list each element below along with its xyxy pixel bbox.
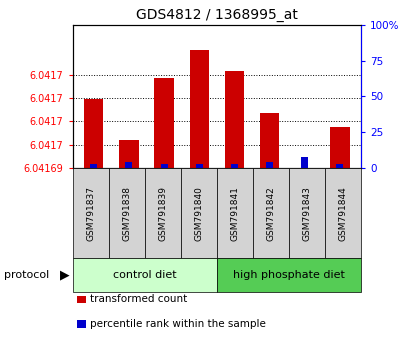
- Text: GSM791838: GSM791838: [122, 186, 131, 241]
- Bar: [260, 113, 279, 168]
- Bar: [196, 164, 203, 168]
- Title: GDS4812 / 1368995_at: GDS4812 / 1368995_at: [136, 8, 298, 22]
- Text: control diet: control diet: [113, 270, 176, 280]
- Text: GSM791842: GSM791842: [266, 186, 276, 241]
- Text: GSM791843: GSM791843: [303, 186, 312, 241]
- Bar: [190, 50, 209, 168]
- Text: high phosphate diet: high phosphate diet: [233, 270, 345, 280]
- Bar: [266, 162, 273, 168]
- Bar: [119, 141, 139, 168]
- Text: ▶: ▶: [59, 269, 69, 282]
- Text: GSM791839: GSM791839: [158, 186, 167, 241]
- Bar: [301, 157, 308, 168]
- Bar: [90, 164, 97, 168]
- Bar: [337, 164, 344, 168]
- Text: percentile rank within the sample: percentile rank within the sample: [90, 319, 266, 329]
- Text: transformed count: transformed count: [90, 295, 187, 304]
- Text: protocol: protocol: [4, 270, 49, 280]
- Bar: [154, 78, 174, 168]
- Bar: [330, 127, 349, 168]
- Bar: [225, 71, 244, 168]
- Bar: [84, 99, 103, 168]
- Text: GSM791841: GSM791841: [230, 186, 239, 241]
- Text: GSM791837: GSM791837: [86, 186, 95, 241]
- Text: GSM791840: GSM791840: [194, 186, 203, 241]
- Text: GSM791844: GSM791844: [339, 186, 347, 241]
- Bar: [161, 164, 168, 168]
- Bar: [231, 164, 238, 168]
- Bar: [125, 162, 132, 168]
